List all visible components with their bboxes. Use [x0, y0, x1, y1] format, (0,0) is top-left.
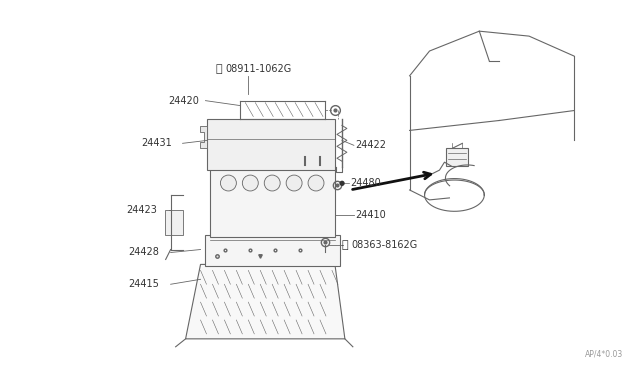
- Text: 24420: 24420: [169, 96, 200, 106]
- Bar: [164, 210, 182, 235]
- Text: 24415: 24415: [128, 279, 159, 289]
- Bar: [447, 148, 468, 166]
- Text: 24428: 24428: [128, 247, 159, 257]
- Circle shape: [308, 175, 324, 191]
- Polygon shape: [200, 126, 207, 148]
- Circle shape: [264, 175, 280, 191]
- Circle shape: [286, 175, 302, 191]
- Text: Ⓝ: Ⓝ: [215, 64, 221, 74]
- Bar: [207, 119, 335, 170]
- Text: 24410: 24410: [355, 210, 385, 220]
- Bar: [211, 165, 335, 237]
- Circle shape: [243, 175, 259, 191]
- Polygon shape: [186, 264, 345, 339]
- Text: 08363-8162G: 08363-8162G: [352, 240, 418, 250]
- Circle shape: [220, 175, 236, 191]
- Text: ●: ●: [339, 180, 345, 186]
- Polygon shape: [205, 235, 340, 266]
- Text: AP/4*0.03: AP/4*0.03: [586, 350, 623, 359]
- Text: 24480: 24480: [350, 178, 381, 188]
- Text: 24431: 24431: [141, 138, 172, 148]
- Text: 24423: 24423: [126, 205, 157, 215]
- Text: Ⓢ: Ⓢ: [342, 240, 348, 250]
- Text: 24422: 24422: [355, 140, 386, 150]
- Text: 08911-1062G: 08911-1062G: [225, 64, 292, 74]
